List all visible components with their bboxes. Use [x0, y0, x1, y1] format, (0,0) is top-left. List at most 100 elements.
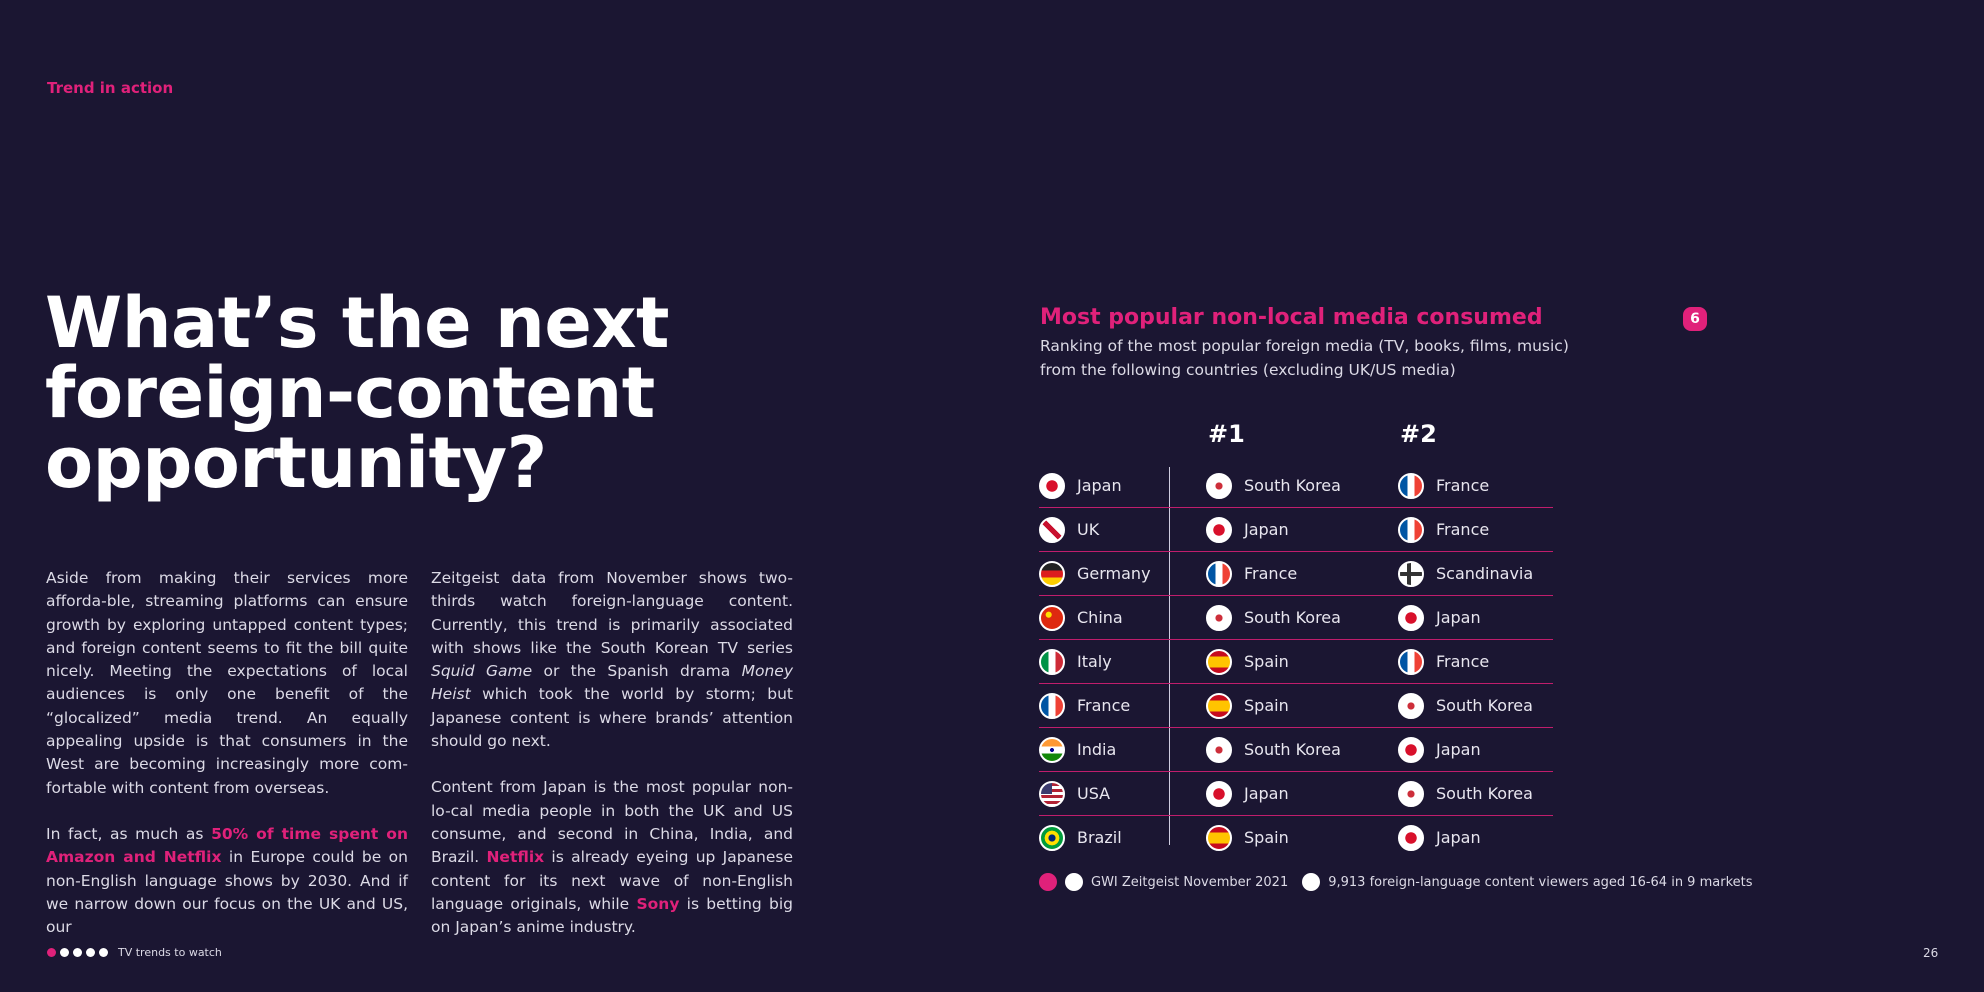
country-cell: China: [1039, 596, 1123, 639]
rank-second-cell: South Korea: [1398, 684, 1533, 727]
cell-label: Scandinavia: [1436, 564, 1534, 583]
cell-label: Japan: [1244, 520, 1289, 539]
cell-label: South Korea: [1436, 696, 1533, 715]
cell-label: South Korea: [1244, 740, 1341, 759]
cell-label: Spain: [1244, 828, 1289, 847]
uk-flag-icon: [1039, 516, 1065, 543]
spain-flag-icon: [1206, 824, 1232, 851]
text-run: is already eyeing up Japanese content fo…: [431, 848, 794, 913]
cell-label: Japan: [1077, 476, 1122, 495]
chart-number-badge: 6: [1683, 307, 1707, 331]
brand-highlight: Sony: [636, 894, 680, 913]
table-row: China South Korea Japan: [1039, 596, 1553, 640]
info-icon: [1039, 873, 1057, 891]
cell-label: Brazil: [1077, 828, 1122, 847]
paragraph: Content from Japan is the most popular n…: [431, 776, 793, 939]
france-flag-icon: [1398, 648, 1424, 675]
table-row: USA Japan South Korea: [1039, 772, 1553, 816]
france-flag-icon: [1039, 692, 1065, 719]
text-run: Content from Japan is the most popular n…: [431, 778, 793, 867]
brand-highlight: Netflix: [486, 848, 545, 867]
source-note: GWI Zeitgeist November 2021 9,913 foreig…: [1039, 873, 1753, 891]
sample-label: 9,913 foreign-language content viewers a…: [1328, 874, 1753, 890]
headline-line-1: What’s the next: [45, 282, 669, 364]
japan-flag-icon: [1206, 780, 1232, 807]
column-header-first: #1: [1208, 420, 1245, 448]
cell-label: South Korea: [1244, 608, 1341, 627]
table-row: Japan South Korea France: [1039, 464, 1553, 508]
cell-label: France: [1244, 564, 1298, 583]
table-row: UK Japan France: [1039, 508, 1553, 552]
table-row: India South Korea Japan: [1039, 728, 1553, 772]
japan-flag-icon: [1398, 824, 1424, 851]
rank-first-cell: Japan: [1206, 508, 1289, 551]
france-flag-icon: [1398, 516, 1424, 543]
cell-label: China: [1077, 608, 1123, 627]
table-divider: [1169, 467, 1170, 845]
spain-flag-icon: [1206, 692, 1232, 719]
column-header-second: #2: [1400, 420, 1437, 448]
headline-line-2: foreign-content: [45, 352, 655, 434]
italy-flag-icon: [1039, 648, 1065, 675]
text-run: or the Spanish drama: [532, 662, 742, 681]
body-column-1: Aside from making their services more af…: [46, 567, 408, 962]
progress-dot-icon: [47, 948, 56, 957]
chart-title: Most popular non-local media consumed: [1040, 305, 1543, 330]
country-cell: India: [1039, 728, 1116, 771]
paragraph: In fact, as much as 50% of time spent on…: [46, 823, 408, 939]
cell-label: Germany: [1077, 564, 1151, 583]
rank-second-cell: Scandinavia: [1398, 552, 1533, 595]
highlight-stat: 50% of time spent on Amazon and Netflix: [46, 824, 408, 867]
rank-first-cell: South Korea: [1206, 464, 1341, 507]
cell-label: Japan: [1436, 828, 1481, 847]
japan-flag-icon: [1398, 604, 1424, 631]
south-korea-flag-icon: [1206, 604, 1232, 631]
spain-flag-icon: [1206, 648, 1232, 675]
headline-line-3: opportunity?: [45, 422, 547, 504]
country-cell: Brazil: [1039, 816, 1122, 859]
rank-first-cell: South Korea: [1206, 728, 1341, 771]
country-cell: UK: [1039, 508, 1099, 551]
text-run: which took the world by storm; but Japan…: [431, 685, 793, 751]
source-label: GWI Zeitgeist November 2021: [1091, 874, 1289, 890]
progress-dot-icon: [73, 948, 82, 957]
rank-first-cell: Spain: [1206, 816, 1289, 859]
rank-first-cell: South Korea: [1206, 596, 1341, 639]
progress-dot-icon: [86, 948, 95, 957]
source-icon: [1065, 873, 1083, 891]
cell-label: USA: [1077, 784, 1111, 803]
section-label: Trend in action: [47, 79, 174, 97]
rank-first-cell: Spain: [1206, 684, 1289, 727]
country-cell: Japan: [1039, 464, 1122, 507]
cell-label: France: [1436, 520, 1490, 539]
cell-label: Spain: [1244, 696, 1289, 715]
table-row: Italy Spain France: [1039, 640, 1553, 684]
cell-label: India: [1077, 740, 1117, 759]
south-korea-flag-icon: [1398, 780, 1424, 807]
south-korea-flag-icon: [1398, 692, 1424, 719]
show-title: Money Heist: [431, 662, 793, 704]
table-row: Germany France Scandinavia: [1039, 552, 1553, 596]
country-cell: Germany: [1039, 552, 1151, 595]
france-flag-icon: [1398, 472, 1424, 499]
south-korea-flag-icon: [1206, 736, 1232, 763]
cell-label: Japan: [1436, 740, 1481, 759]
ranking-table: Japan South Korea France UK Japan France Germa…: [1039, 464, 1553, 859]
south-korea-flag-icon: [1206, 472, 1232, 499]
cell-label: France: [1436, 476, 1490, 495]
rank-first-cell: Spain: [1206, 640, 1289, 683]
rank-second-cell: France: [1398, 640, 1489, 683]
japan-flag-icon: [1039, 472, 1065, 499]
rank-second-cell: Japan: [1398, 728, 1481, 771]
rank-second-cell: Japan: [1398, 816, 1481, 859]
table-row: Brazil Spain Japan: [1039, 816, 1553, 859]
cell-label: Japan: [1244, 784, 1289, 803]
paragraph: Aside from making their services more af…: [46, 569, 408, 797]
country-cell: USA: [1039, 772, 1110, 815]
rank-second-cell: Japan: [1398, 596, 1481, 639]
rank-second-cell: South Korea: [1398, 772, 1533, 815]
japan-flag-icon: [1398, 736, 1424, 763]
progress-dot-icon: [99, 948, 108, 957]
text-run: is betting big on Japan’s anime industry…: [431, 894, 793, 937]
page-headline: What’s the next foreign-content opportun…: [45, 288, 765, 498]
